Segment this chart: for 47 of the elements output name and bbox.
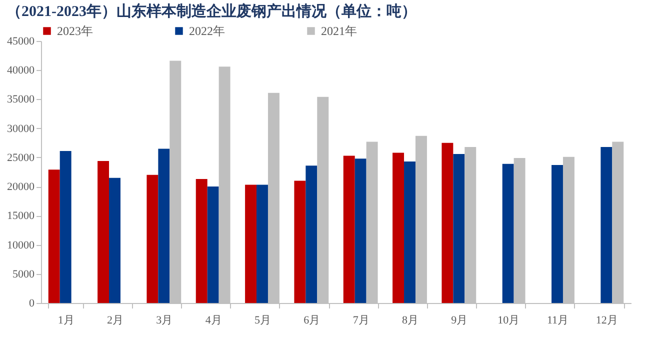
y-tick-label: 15000 [7, 210, 35, 222]
bar [343, 156, 355, 303]
bar [552, 165, 563, 303]
x-tick-label: 7月 [352, 314, 370, 326]
legend-label: 2023年 [57, 24, 93, 38]
bar [404, 162, 416, 303]
bar [256, 184, 268, 303]
bar [48, 170, 60, 303]
x-tick-label: 12月 [596, 314, 618, 326]
y-tick-label: 30000 [7, 122, 35, 135]
x-tick-label: 2月 [107, 314, 124, 326]
legend-label: 2022年 [189, 24, 225, 38]
y-tick-label: 45000 [7, 36, 35, 48]
x-tick-label: 9月 [451, 314, 468, 326]
x-tick-label: 3月 [156, 314, 173, 326]
bar [207, 186, 219, 303]
y-tick-label: 35000 [7, 94, 35, 106]
bar [98, 160, 110, 303]
bar [245, 184, 257, 303]
bar [502, 164, 514, 303]
bar [109, 178, 120, 303]
bar [354, 158, 366, 303]
y-tick-label: 10000 [7, 239, 35, 252]
legend-label: 2021年 [321, 24, 357, 38]
y-tick-label: 0 [29, 298, 35, 310]
bar [306, 166, 318, 303]
x-tick-label: 10月 [498, 314, 520, 326]
bar [196, 178, 208, 303]
bar [453, 154, 465, 303]
bar [392, 152, 404, 303]
x-tick-label: 11月 [546, 314, 569, 326]
y-tick-label: 25000 [7, 152, 35, 164]
x-tick-label: 6月 [304, 314, 320, 326]
chart-title: （2021-2023年）山东样本制造企业废钢产出情况（单位：吨） [6, 2, 416, 20]
bar [146, 174, 158, 303]
y-tick-label: 40000 [7, 64, 35, 77]
x-tick-label: 4月 [205, 314, 222, 326]
x-tick-label: 8月 [402, 314, 418, 326]
x-tick-label: 1月 [58, 314, 74, 326]
bar [600, 146, 612, 303]
bar [158, 148, 170, 303]
x-tick-label: 5月 [254, 314, 271, 326]
y-tick-label: 20000 [7, 181, 35, 194]
y-tick-label: 5000 [12, 268, 35, 280]
bar [442, 142, 454, 303]
bar [294, 180, 306, 303]
bar [60, 151, 72, 303]
